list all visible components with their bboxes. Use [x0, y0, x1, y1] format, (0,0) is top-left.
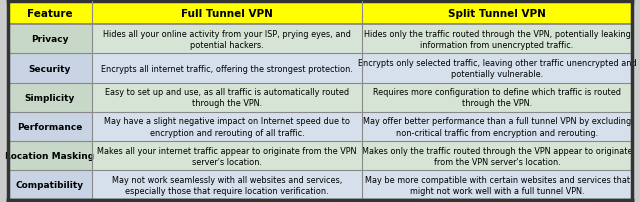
Bar: [362, 54, 632, 83]
Bar: [92, 83, 362, 112]
Text: Encrypts all internet traffic, offering the strongest protection.: Encrypts all internet traffic, offering …: [101, 64, 353, 73]
Bar: [362, 2, 632, 25]
Bar: [8, 112, 92, 141]
Bar: [8, 2, 92, 25]
Bar: [92, 2, 362, 25]
Text: Easy to set up and use, as all traffic is automatically routed
through the VPN.: Easy to set up and use, as all traffic i…: [105, 88, 349, 108]
Text: Hides all your online activity from your ISP, prying eyes, and
potential hackers: Hides all your online activity from your…: [103, 30, 351, 50]
Text: Performance: Performance: [17, 122, 83, 131]
Bar: [92, 170, 362, 200]
Bar: [362, 170, 632, 200]
Bar: [92, 141, 362, 170]
Text: Makes only the traffic routed through the VPN appear to originate
from the VPN s: Makes only the traffic routed through th…: [362, 146, 632, 166]
Bar: [8, 54, 92, 83]
Bar: [92, 112, 362, 141]
Text: Requires more configuration to define which traffic is routed
through the VPN.: Requires more configuration to define wh…: [373, 88, 621, 108]
Text: Security: Security: [29, 64, 71, 73]
Text: Split Tunnel VPN: Split Tunnel VPN: [448, 9, 546, 19]
Text: May be more compatible with certain websites and services that
might not work we: May be more compatible with certain webs…: [365, 175, 630, 195]
Text: Full Tunnel VPN: Full Tunnel VPN: [181, 9, 273, 19]
Text: May not work seamlessly with all websites and services,
especially those that re: May not work seamlessly with all website…: [112, 175, 342, 195]
Bar: [362, 25, 632, 54]
Bar: [8, 83, 92, 112]
Bar: [362, 141, 632, 170]
Bar: [8, 170, 92, 200]
Text: Simplicity: Simplicity: [25, 93, 75, 102]
Text: May have a slight negative impact on Internet speed due to
encryption and rerout: May have a slight negative impact on Int…: [104, 117, 350, 137]
Bar: [92, 54, 362, 83]
Bar: [362, 112, 632, 141]
Text: Feature: Feature: [27, 9, 73, 19]
Bar: [362, 83, 632, 112]
Text: Makes all your internet traffic appear to originate from the VPN
server's locati: Makes all your internet traffic appear t…: [97, 146, 356, 166]
Text: Compatibility: Compatibility: [16, 181, 84, 189]
Bar: [8, 141, 92, 170]
Text: Encrypts only selected traffic, leaving other traffic unencrypted and
potentiall: Encrypts only selected traffic, leaving …: [358, 59, 636, 79]
Bar: [92, 25, 362, 54]
Text: Hides only the traffic routed through the VPN, potentially leaking
information f: Hides only the traffic routed through th…: [364, 30, 630, 50]
Text: May offer better performance than a full tunnel VPN by excluding
non-critical tr: May offer better performance than a full…: [363, 117, 631, 137]
Text: Location Masking: Location Masking: [5, 152, 95, 160]
Text: Privacy: Privacy: [31, 35, 68, 44]
Bar: [8, 25, 92, 54]
